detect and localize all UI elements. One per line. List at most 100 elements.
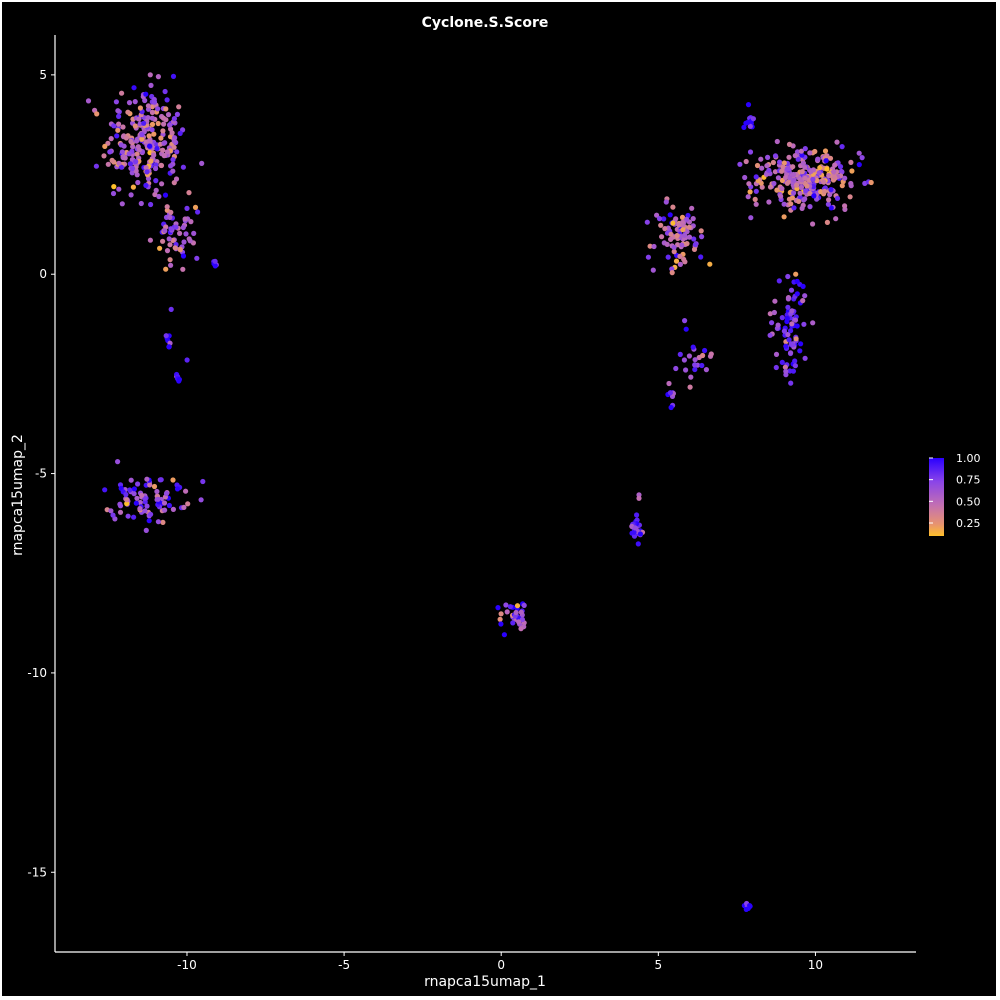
scatter-point bbox=[147, 138, 153, 144]
scatter-point bbox=[681, 357, 688, 363]
scatter-point bbox=[781, 214, 787, 220]
scatter-point bbox=[148, 201, 154, 208]
scatter-point bbox=[745, 102, 752, 108]
scatter-point bbox=[168, 163, 174, 169]
scatter-point bbox=[849, 168, 855, 174]
scatter-point bbox=[783, 368, 789, 374]
scatter-point bbox=[801, 321, 807, 327]
scatter-point bbox=[110, 190, 117, 197]
scatter-point bbox=[182, 216, 188, 222]
scatter-point bbox=[868, 179, 874, 186]
scatter-point bbox=[788, 287, 795, 293]
scatter-point bbox=[161, 500, 168, 506]
scatter-point bbox=[747, 149, 754, 155]
scatter-point bbox=[665, 254, 671, 260]
scatter-point bbox=[168, 262, 174, 268]
scatter-point bbox=[794, 323, 800, 329]
scatter-point bbox=[158, 135, 164, 141]
scatter-point bbox=[498, 611, 504, 617]
scatter-point bbox=[700, 352, 706, 359]
scatter-point bbox=[686, 224, 692, 230]
scatter-point bbox=[164, 204, 170, 210]
scatter-point bbox=[789, 321, 795, 327]
scatter-point bbox=[802, 355, 808, 361]
scatter-point bbox=[128, 477, 134, 483]
scatter-point bbox=[134, 138, 140, 144]
scatter-point bbox=[167, 257, 173, 263]
scatter-point bbox=[669, 270, 675, 276]
scatter-point bbox=[801, 197, 807, 203]
scatter-point bbox=[708, 351, 714, 357]
scatter-point bbox=[811, 193, 817, 199]
scatter-point bbox=[779, 186, 785, 192]
scatter-point bbox=[810, 176, 816, 182]
scatter-point bbox=[147, 72, 153, 78]
scatter-point bbox=[153, 165, 159, 172]
scatter-point bbox=[149, 121, 156, 127]
scatter-point bbox=[785, 296, 792, 302]
scatter-point bbox=[200, 478, 206, 485]
scatter-point bbox=[824, 219, 831, 225]
scatter-point bbox=[707, 261, 713, 267]
scatter-point bbox=[504, 609, 510, 615]
scatter-point bbox=[167, 242, 173, 248]
scatter-point bbox=[859, 155, 865, 161]
scatter-point bbox=[688, 374, 694, 380]
scatter-point bbox=[759, 184, 765, 190]
scatter-point bbox=[784, 166, 790, 172]
scatter-point bbox=[774, 138, 780, 145]
scatter-point bbox=[173, 176, 180, 182]
scatter-point bbox=[181, 504, 187, 510]
scatter-point bbox=[745, 194, 751, 200]
scatter-point bbox=[497, 616, 503, 622]
scatter-point bbox=[667, 390, 674, 396]
scatter-point bbox=[828, 187, 834, 193]
y-tick-label: 0 bbox=[39, 267, 47, 281]
scatter-point bbox=[631, 533, 638, 539]
scatter-point bbox=[808, 168, 814, 175]
scatter-point bbox=[119, 90, 125, 96]
scatter-point bbox=[134, 172, 140, 178]
scatter-point bbox=[154, 488, 160, 495]
scatter-point bbox=[118, 142, 124, 148]
scatter-point bbox=[767, 332, 773, 338]
scatter-point bbox=[125, 513, 131, 519]
scatter-point bbox=[822, 188, 828, 194]
scatter-point bbox=[848, 180, 854, 187]
scatter-point bbox=[164, 97, 170, 103]
scatter-point bbox=[133, 168, 139, 174]
scatter-point bbox=[699, 362, 705, 369]
scatter-point bbox=[828, 205, 834, 211]
scatter-point bbox=[788, 350, 794, 356]
scatter-point bbox=[785, 331, 791, 338]
scatter-point bbox=[503, 602, 509, 608]
scatter-point bbox=[137, 506, 143, 512]
scatter-point bbox=[771, 180, 777, 187]
scatter-point bbox=[779, 168, 785, 174]
scatter-point bbox=[692, 366, 698, 373]
x-tick-label: 0 bbox=[497, 958, 505, 972]
scatter-point bbox=[792, 317, 799, 323]
scatter-point bbox=[139, 132, 145, 138]
y-tick-label: 5 bbox=[39, 68, 47, 82]
scatter-point bbox=[799, 152, 805, 158]
scatter-point bbox=[161, 153, 167, 159]
scatter-point bbox=[775, 322, 781, 328]
scatter-point bbox=[839, 183, 845, 189]
scatter-point bbox=[163, 117, 169, 123]
scatter-point bbox=[195, 209, 201, 215]
scatter-point bbox=[692, 362, 698, 368]
scatter-point bbox=[155, 120, 161, 127]
scatter-point bbox=[174, 111, 180, 117]
scatter-point bbox=[823, 158, 829, 164]
scatter-point bbox=[769, 320, 775, 326]
scatter-point bbox=[837, 164, 844, 170]
scatter-point bbox=[107, 149, 113, 155]
scatter-point bbox=[154, 146, 160, 152]
scatter-point bbox=[692, 242, 699, 248]
scatter-point bbox=[783, 174, 789, 181]
scatter-point bbox=[187, 238, 193, 244]
scatter-point bbox=[131, 486, 137, 492]
scatter-point bbox=[162, 192, 169, 198]
scatter-point bbox=[192, 204, 199, 210]
